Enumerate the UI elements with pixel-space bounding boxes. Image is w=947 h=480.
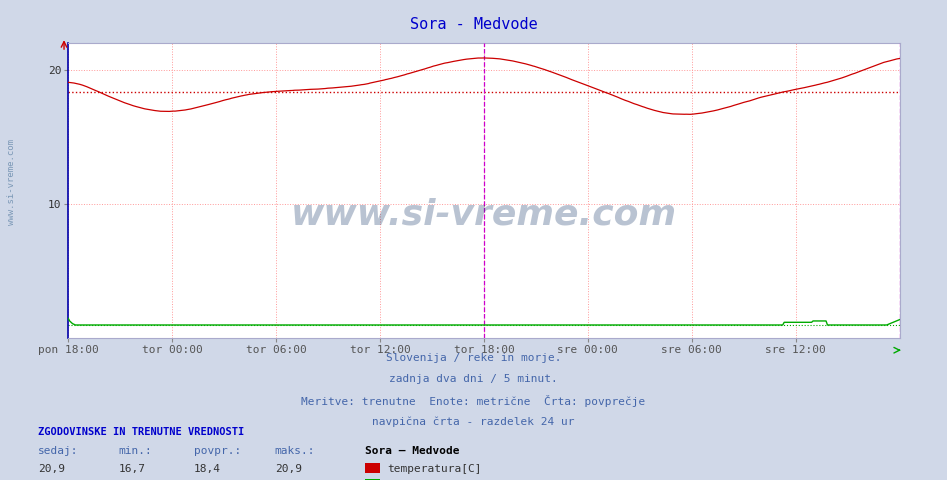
Text: ZGODOVINSKE IN TRENUTNE VREDNOSTI: ZGODOVINSKE IN TRENUTNE VREDNOSTI	[38, 427, 244, 437]
Text: temperatura[C]: temperatura[C]	[387, 464, 482, 474]
Text: sedaj:: sedaj:	[38, 446, 79, 456]
Text: navpična črta - razdelek 24 ur: navpična črta - razdelek 24 ur	[372, 416, 575, 427]
Text: zadnja dva dni / 5 minut.: zadnja dva dni / 5 minut.	[389, 374, 558, 384]
Text: 20,9: 20,9	[275, 464, 302, 474]
Text: 20,9: 20,9	[38, 464, 65, 474]
Text: www.si-vreme.com: www.si-vreme.com	[7, 139, 16, 226]
Text: 16,7: 16,7	[118, 464, 146, 474]
Text: min.:: min.:	[118, 446, 152, 456]
Text: Meritve: trenutne  Enote: metrične  Črta: povprečje: Meritve: trenutne Enote: metrične Črta: …	[301, 395, 646, 407]
Text: www.si-vreme.com: www.si-vreme.com	[291, 197, 677, 231]
Text: 18,4: 18,4	[194, 464, 222, 474]
Text: povpr.:: povpr.:	[194, 446, 241, 456]
Text: Sora - Medvode: Sora - Medvode	[410, 17, 537, 32]
Text: maks.:: maks.:	[275, 446, 315, 456]
Text: Slovenija / reke in morje.: Slovenija / reke in morje.	[385, 353, 562, 363]
Text: Sora – Medvode: Sora – Medvode	[365, 446, 459, 456]
